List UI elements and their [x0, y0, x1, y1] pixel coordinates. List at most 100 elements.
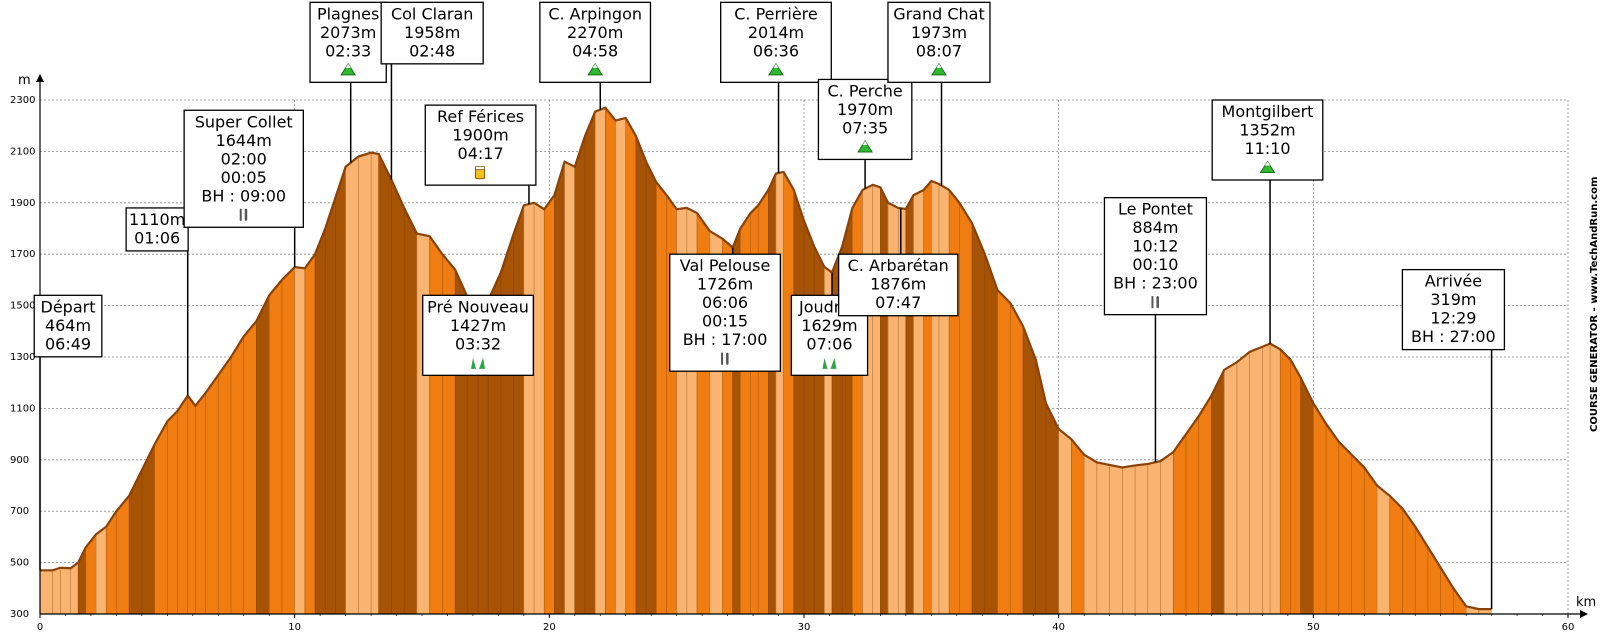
elevation-segment [635, 135, 647, 615]
elevation-segment [403, 207, 418, 615]
callout-text: 1726m [697, 275, 753, 294]
elevation-segment [1160, 451, 1174, 615]
x-tick-label: 0 [37, 622, 43, 633]
elevation-segment [775, 171, 784, 615]
callout-text: 1876m [870, 275, 926, 294]
elevation-segment [1022, 326, 1037, 615]
y-axis-unit-label: m [18, 73, 31, 88]
elevation-segment [862, 184, 874, 615]
x-axis-arrow [1580, 610, 1588, 618]
callout-text: 06:49 [45, 334, 91, 353]
elevation-segment [60, 567, 71, 615]
callout-text: Le Pontet [1118, 200, 1193, 219]
elevation-segment [429, 235, 443, 615]
knife-icon [244, 208, 248, 221]
callout-text: C. Perche [827, 81, 902, 100]
callout-text: Départ [41, 297, 96, 316]
callout-box [1103, 197, 1208, 316]
callout-text: 1958m [404, 23, 460, 42]
elevation-segment [154, 421, 168, 615]
knife-icon [1156, 296, 1159, 309]
callout-text: C. Arbarétan [848, 256, 949, 275]
callout-text: Montgilbert [1222, 102, 1314, 121]
elevation-segment [1269, 343, 1281, 615]
callout-text: 1973m [911, 23, 967, 42]
callout-text: 08:07 [916, 41, 962, 60]
elevation-segment [872, 184, 881, 615]
callout-text: 319m [1430, 290, 1476, 309]
elevation-segment [416, 233, 430, 615]
elevation-segment [1351, 453, 1365, 615]
summit-snow-icon [345, 63, 351, 68]
callout-text: Ref Férices [437, 107, 524, 126]
y-tick-label: 1100 [10, 403, 35, 414]
callout-text: Col Claran [391, 4, 473, 23]
callout-box [1401, 268, 1506, 351]
callout-text: 03:32 [455, 334, 501, 353]
elevation-segment [1300, 377, 1314, 615]
elevation-segment [605, 106, 616, 615]
elevation-segment [268, 279, 283, 615]
elevation-segment [1363, 466, 1378, 615]
summit-icon [1259, 160, 1276, 173]
elevation-segment [1262, 343, 1271, 615]
elevation-segment [1071, 438, 1085, 615]
summit-icon [857, 140, 874, 153]
credit-text: COURSE GENERATOR - www.TechAndRun.com [1589, 177, 1600, 432]
summit-snow-icon [1264, 161, 1270, 166]
x-tick-label: 20 [543, 622, 556, 633]
knife-icon [726, 352, 729, 365]
callout-text: 12:29 [1430, 309, 1476, 328]
elevation-segment [1223, 361, 1238, 615]
elevation-segment [959, 201, 973, 615]
x-axis-unit-label: km [1576, 595, 1596, 610]
x-tick-label: 40 [1052, 622, 1065, 633]
elevation-segment [217, 356, 232, 615]
elevation-segment [1083, 454, 1098, 615]
callout-text: C. Arpingon [548, 4, 642, 23]
elevation-segment [195, 392, 206, 615]
elevation-segment [1147, 460, 1161, 615]
callout-text: 884m [1132, 218, 1178, 237]
grass-icon [822, 357, 828, 369]
callout-text: 02:33 [325, 41, 371, 60]
x-tick-label: 50 [1307, 622, 1320, 633]
elevation-segment [1440, 566, 1454, 615]
elevation-segment [1279, 348, 1291, 615]
elevation-segment [513, 205, 525, 615]
y-tick-label: 900 [10, 455, 29, 466]
callout-text: 10:12 [1132, 237, 1178, 256]
elevation-segment [1096, 462, 1110, 615]
elevation-segment [923, 180, 932, 615]
callout-text: Super Collet [195, 112, 293, 131]
callout-text: BH : 27:00 [1411, 327, 1496, 346]
summit-snow-icon [862, 140, 868, 145]
elevation-segment [594, 107, 606, 615]
callout-text: 07:47 [875, 293, 921, 312]
callout-text: 04:17 [458, 144, 504, 163]
callout-text: 06:06 [702, 293, 748, 312]
elevation-segment [1338, 441, 1352, 615]
callout-box [33, 294, 103, 358]
elevation-outline [40, 106, 1492, 611]
summit-icon [768, 62, 784, 76]
callout-text: 1900m [452, 126, 508, 145]
elevation-segment [971, 223, 986, 615]
elevation-segment [378, 153, 392, 615]
elevation-segment [205, 374, 219, 615]
y-tick-label: 1900 [10, 198, 35, 209]
elevation-segment [391, 179, 405, 615]
callout-text: Val Pelouse [680, 256, 771, 275]
elevation-segment [803, 220, 815, 615]
callout-text: BH : 09:00 [201, 186, 286, 205]
elevation-segment [335, 166, 346, 615]
